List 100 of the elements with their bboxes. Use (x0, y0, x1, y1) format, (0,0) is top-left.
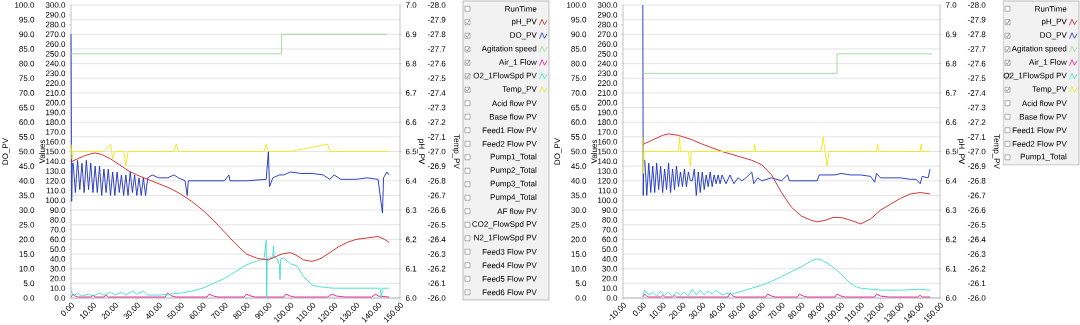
y2-tick-label: 240.0 (597, 60, 618, 67)
text: Feed2 Flow PV (1012, 140, 1067, 147)
y-tick-label: 100.0 (567, 2, 587, 8)
y3-tick-label: 6.5 (405, 148, 417, 155)
y2-tick-label: 0.0 (606, 295, 618, 301)
y2-tick-label: 80.0 (50, 217, 66, 223)
y-tick-label: 95.0 (571, 16, 587, 23)
y2-tick-label: 60.0 (50, 236, 66, 243)
y2-tick-label: 120.0 (598, 177, 618, 184)
y3-tick-label: 6.2 (945, 236, 957, 243)
legend-label: Air_1 Flow (499, 59, 537, 67)
y2-tick-label: 90.0 (50, 207, 66, 213)
y3-tick-label: 6.3 (945, 207, 957, 213)
text: Base flow PV (489, 113, 537, 120)
y3-tick-label: 6.8 (405, 60, 417, 67)
y2-tick-label: 190.0 (46, 109, 66, 116)
y-tick-label: 60.0 (571, 119, 587, 126)
y2-tick-label: 110.0 (598, 187, 618, 194)
y-tick-label: -26.5 (967, 221, 986, 228)
y-tick-label: 90.0 (571, 31, 587, 38)
y-tick-label: -27.7 (427, 46, 446, 52)
y2-axis-title: Values (39, 139, 45, 164)
y-axis-title: Temp_PV (452, 134, 460, 169)
y-axis-title: Temp_PV (992, 134, 1000, 169)
y-tick-label: 35.0 (571, 192, 587, 199)
y2-tick-label: 210.0 (597, 90, 618, 96)
y3-tick-label: 7.0 (405, 2, 417, 8)
y3-tick-label: 7.0 (945, 2, 957, 8)
y-tick-label: -27.6 (967, 60, 986, 67)
y-tick-label: 40.0 (571, 177, 587, 184)
legend-label: O2_1FlowSpd PV (1003, 72, 1067, 80)
y-tick-label: 20.0 (571, 236, 587, 243)
y2-tick-label: 250.0 (597, 51, 618, 57)
y3-tick-label: 6.8 (945, 60, 957, 67)
y2-tick-label: 230.0 (597, 70, 618, 77)
y3-tick-label: 6.9 (945, 31, 957, 38)
legend-label: Temp_PV (1032, 86, 1067, 94)
y-tick-label: -26.8 (967, 177, 986, 184)
line-series (642, 258, 931, 297)
y2-tick-label: 300.0 (597, 2, 618, 8)
y2-tick-label: 120.0 (46, 177, 66, 184)
legend-label: Temp_PV (502, 86, 537, 94)
text: Feed3 Flow PV (482, 248, 537, 255)
y2-tick-label: 20.0 (602, 275, 618, 282)
y2-tick-label: 70.0 (602, 226, 618, 233)
y-tick-label: 55.0 (19, 134, 35, 140)
text: Base flow PV (1019, 113, 1067, 120)
y2-tick-label: 40.0 (602, 256, 618, 262)
text: CO2_FlowSpd PV (472, 221, 537, 229)
y-tick-label: 30.0 (571, 207, 587, 213)
y2-tick-label: 30.0 (50, 265, 66, 272)
y-tick-label: -27.0 (427, 148, 446, 155)
text: Feed4 Flow PV (482, 262, 537, 269)
y-tick-label: -26.3 (427, 251, 446, 257)
y2-tick-label: 270.0 (597, 31, 618, 38)
text: Feed6 Flow PV (482, 289, 537, 296)
y-tick-label: 65.0 (571, 104, 587, 111)
y2-tick-label: 280.0 (597, 21, 618, 28)
y3-tick-label: 6.7 (405, 90, 417, 96)
y2-tick-label: 230.0 (45, 70, 66, 77)
y-tick-label: -26.0 (967, 295, 986, 301)
y3-tick-label: 6.1 (945, 265, 957, 272)
y-tick-label: -27.4 (967, 90, 986, 96)
y-tick-label: -27.4 (427, 90, 446, 96)
legend-label: DO_PV (1040, 32, 1067, 40)
y-tick-label: 75.0 (19, 75, 35, 82)
y-tick-label: 15.0 (19, 251, 35, 257)
y-tick-label: -27.3 (427, 104, 446, 111)
y-tick-label: 40.0 (19, 177, 35, 184)
y-tick-label: -27.5 (427, 75, 446, 82)
y2-tick-label: 290.0 (597, 11, 618, 18)
legend-label: pH_PV (511, 18, 537, 26)
y2-tick-label: 200.0 (597, 99, 618, 106)
y3-tick-label: 6.2 (405, 236, 417, 243)
y-tick-label: -27.3 (967, 104, 986, 111)
y2-tick-label: 280.0 (45, 21, 66, 28)
y2-tick-label: 220.0 (597, 80, 618, 86)
y-tick-label: -26.8 (427, 177, 446, 184)
y3-axis-title: pH_PV (957, 139, 965, 165)
y-tick-label: -26.5 (427, 221, 446, 228)
y-tick-label: -26.6 (427, 207, 446, 213)
y-tick-label: -26.4 (427, 236, 446, 243)
y-tick-label: 50.0 (19, 148, 35, 155)
y-axis-title: DO_PV (554, 137, 562, 165)
y-tick-label: 0.0 (575, 295, 587, 301)
y2-tick-label: 130.0 (46, 168, 66, 174)
y2-tick-label: 170.0 (46, 129, 66, 135)
y-tick-label: 25.0 (571, 221, 587, 228)
y2-tick-label: 260.0 (45, 41, 66, 47)
legend-label: O2_1FlowSpd PV (473, 72, 537, 80)
y-tick-label: -27.1 (967, 134, 986, 140)
y-tick-label: -26.2 (427, 265, 446, 272)
y-tick-label: 30.0 (19, 207, 35, 213)
y-tick-label: -26.2 (967, 265, 986, 272)
y-tick-label: 65.0 (19, 104, 35, 111)
y2-tick-label: 250.0 (45, 51, 66, 57)
y-tick-label: -27.2 (427, 119, 446, 125)
y-tick-label: 85.0 (19, 46, 35, 52)
y-tick-label: 5.0 (23, 280, 35, 287)
y2-tick-label: 140.0 (46, 158, 66, 165)
